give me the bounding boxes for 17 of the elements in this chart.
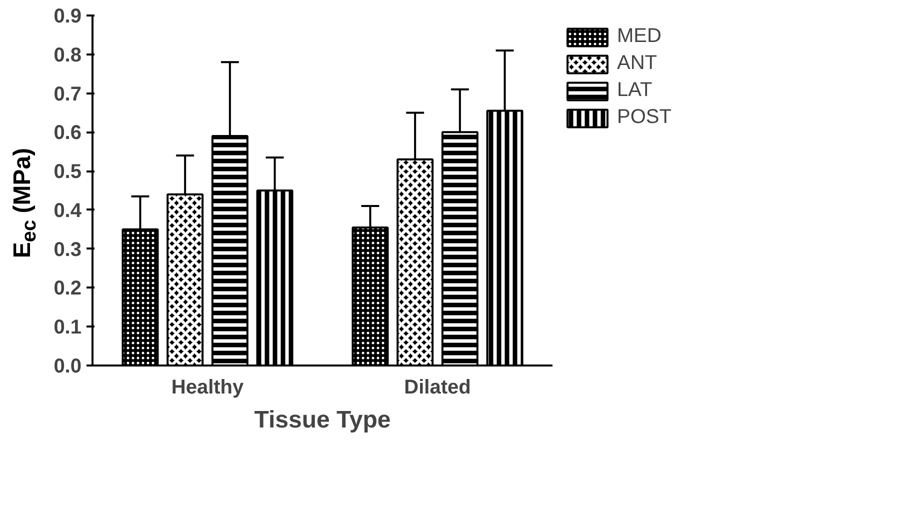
legend-label: ANT [617,52,657,75]
y-tick-label: 0.6 [54,122,82,144]
legend-label: POST [617,106,672,129]
y-tick-label: 0.5 [54,161,82,184]
x-tick-label: Dilated [404,376,471,398]
y-tick-label: 0.9 [54,6,82,28]
y-tick-label: 0.3 [54,238,82,261]
y-tick-label: 0.1 [54,316,82,339]
y-tick-label: 0.0 [54,356,82,378]
y-tick-label: 0.4 [54,200,82,222]
legend-label: LAT [617,79,652,102]
y-tick-label: 0.8 [54,44,82,66]
y-tick-label: 0.7 [54,83,82,106]
x-tick-label: Healthy [171,376,244,398]
y-tick-label: 0.2 [54,278,82,300]
legend-label: MED [617,25,662,48]
x-axis-title: Tissue Type [254,406,391,434]
